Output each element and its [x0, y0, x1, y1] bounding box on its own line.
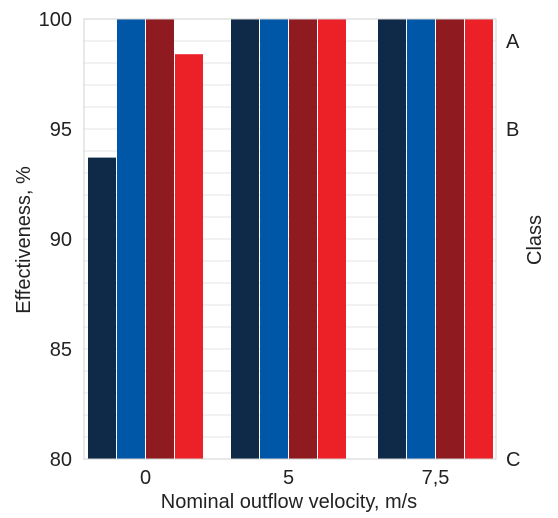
- bar: [260, 19, 288, 459]
- bar: [407, 19, 435, 459]
- x-axis-label: Nominal outflow velocity, m/s: [161, 491, 417, 513]
- x-tick-label: 7,5: [422, 467, 450, 489]
- bar: [88, 157, 116, 459]
- bar: [289, 19, 317, 459]
- bar: [117, 19, 145, 459]
- bar: [175, 54, 203, 459]
- class-label: B: [506, 119, 519, 141]
- bar: [146, 19, 174, 459]
- y-tick-label: 90: [50, 229, 72, 251]
- class-label: C: [506, 449, 520, 471]
- right-axis-label: Class: [524, 215, 546, 265]
- y-tick-label: 100: [39, 9, 72, 31]
- bar: [378, 19, 406, 459]
- bars: [88, 19, 493, 459]
- bar: [436, 19, 464, 459]
- y-tick-labels: 80 85 90 95 100: [39, 9, 72, 471]
- x-tick-label: 5: [283, 467, 294, 489]
- class-labels: A B C: [506, 31, 520, 471]
- y-axis-label: Effectiveness, %: [13, 166, 35, 314]
- bar: [318, 19, 346, 459]
- y-tick-label: 85: [50, 339, 72, 361]
- x-tick-label: 0: [140, 467, 151, 489]
- class-label: A: [506, 31, 520, 53]
- plot-frame: [83, 18, 497, 460]
- plot-border: [83, 18, 497, 460]
- bar: [465, 19, 493, 459]
- x-tick-labels: 0 5 7,5: [140, 467, 449, 489]
- bar: [231, 19, 259, 459]
- y-tick-label: 80: [50, 449, 72, 471]
- y-tick-label: 95: [50, 119, 72, 141]
